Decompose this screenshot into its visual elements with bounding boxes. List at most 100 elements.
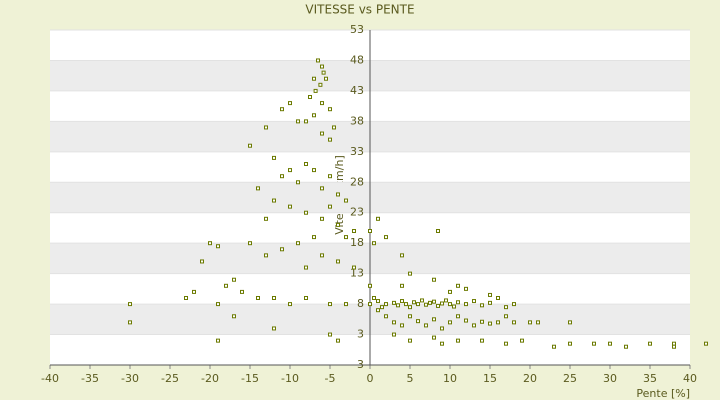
point [504,305,508,310]
point [400,299,404,304]
point [496,296,500,300]
point [376,216,380,221]
point [440,301,444,306]
point [320,101,324,106]
point [313,88,318,93]
point [344,235,348,240]
point [344,302,348,307]
point [328,332,332,337]
point [512,320,516,325]
point [288,101,292,106]
point [456,338,460,343]
point [424,302,428,307]
point [336,222,340,227]
point [320,64,324,69]
point [472,323,476,328]
point [216,302,220,307]
x-tick-label: 30 [603,372,617,385]
point [384,314,388,319]
point [352,229,356,233]
y-tick-label: 23 [350,206,364,219]
point [704,341,708,346]
point [440,326,444,331]
point [464,302,468,307]
point [432,335,436,340]
point [448,320,452,325]
x-tick-label: -10 [281,372,299,385]
point [336,338,340,343]
point [184,296,188,300]
point [256,296,260,300]
y-tick-label: 28 [350,175,364,188]
point [128,302,132,307]
point [592,341,596,346]
point [448,289,452,294]
point [416,319,420,324]
point [332,125,336,130]
point [240,289,244,294]
point [368,302,372,307]
point [380,305,384,310]
point [304,162,308,166]
y-tick-label: 3 [357,328,364,341]
y-tick-label: 33 [350,145,364,158]
point [400,253,404,258]
point [272,326,276,331]
point [316,58,320,63]
point [404,302,408,307]
point [496,320,500,325]
point [396,303,400,308]
point [568,320,572,325]
point [504,314,508,319]
point [312,235,316,240]
x-tick-label: -35 [81,372,99,385]
x-tick-label: -15 [241,372,259,385]
point [280,174,284,179]
point [408,271,412,276]
y-tick-label: 48 [350,53,364,66]
point [648,341,652,346]
point [320,216,324,221]
chart-title: VITESSE vs PENTE [305,3,414,17]
point [400,283,404,288]
point [512,302,516,307]
point [321,70,326,75]
point [432,277,436,282]
point [344,198,348,203]
point [312,113,316,118]
point [288,168,292,173]
point [264,125,268,130]
point [320,186,324,191]
point [328,107,332,112]
point [552,344,556,349]
point [428,300,432,305]
point [464,286,468,291]
point [272,155,276,160]
point [392,332,396,337]
point [328,137,332,142]
point [392,320,396,325]
y-tick-label: 43 [350,84,364,97]
point [408,338,412,343]
y-tick-label: 38 [350,114,364,127]
point [464,318,468,323]
point [208,241,212,246]
point [328,174,332,179]
x-tick-label: -30 [121,372,139,385]
point [296,180,300,185]
point [436,229,440,233]
point [264,216,268,221]
point [424,323,428,328]
point [432,299,436,304]
point [488,321,492,326]
x-tick-label: -5 [325,372,336,385]
point [416,302,420,307]
point [372,296,376,300]
y-tick-label: 8 [357,297,364,310]
point [264,253,268,258]
point [472,299,476,304]
point [304,210,308,215]
point [288,204,292,209]
point [400,323,404,328]
